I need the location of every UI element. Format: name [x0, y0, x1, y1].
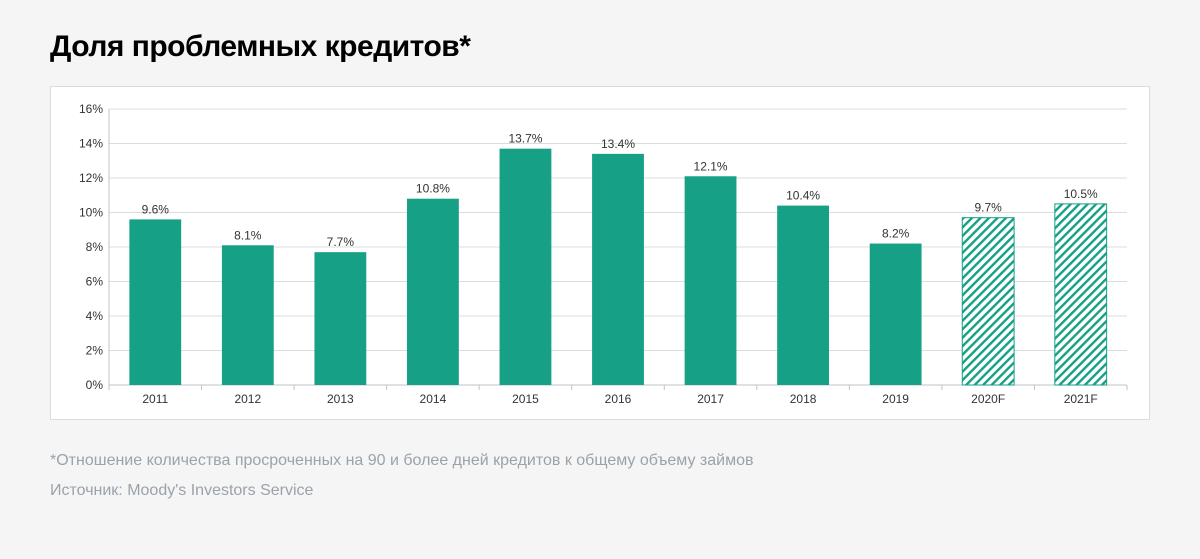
y-tick-label: 4%: [86, 309, 104, 323]
x-tick-label: 2019: [882, 392, 909, 406]
x-tick-label: 2012: [234, 392, 261, 406]
y-tick-label: 0%: [86, 378, 104, 392]
bar: [685, 176, 737, 385]
bar-chart: 0% 2% 4% 6% 8% 10% 12% 14% 16% 9.6% 2011 8.1% 2012 7.…: [69, 101, 1131, 411]
bar-value-label: 9.6%: [142, 202, 170, 216]
x-tick-label: 2016: [605, 392, 632, 406]
bar: [222, 245, 274, 385]
bar: [129, 219, 181, 385]
bar-value-label: 8.2%: [882, 227, 910, 241]
bar-value-label: 10.8%: [416, 182, 450, 196]
y-tick-label: 12%: [79, 171, 103, 185]
x-tick-label: 2015: [512, 392, 539, 406]
x-tick-label: 2021F: [1064, 392, 1098, 406]
x-tick-label: 2011: [142, 392, 168, 406]
source-text: Источник: Moody's Investors Service: [50, 476, 1150, 506]
bar: [314, 252, 366, 385]
x-tick-label: 2013: [327, 392, 354, 406]
bar-value-label: 12.1%: [694, 159, 728, 173]
x-tick-label: 2017: [697, 392, 724, 406]
y-tick-label: 14%: [79, 137, 103, 151]
bar-value-label: 8.1%: [234, 228, 262, 242]
bar: [500, 149, 552, 385]
bar: [407, 199, 459, 385]
bar: [1055, 204, 1107, 385]
bar-value-label: 9.7%: [975, 201, 1003, 215]
y-tick-label: 2%: [86, 344, 104, 358]
footnotes: *Отношение количества просроченных на 90…: [50, 446, 1150, 507]
chart-container: 0% 2% 4% 6% 8% 10% 12% 14% 16% 9.6% 2011 8.1% 2012 7.…: [50, 86, 1150, 420]
y-tick-label: 16%: [79, 102, 103, 116]
bar-value-label: 10.5%: [1064, 187, 1098, 201]
bar-value-label: 13.7%: [508, 132, 542, 146]
x-tick-label: 2014: [420, 392, 447, 406]
bar: [962, 218, 1014, 385]
y-tick-label: 8%: [86, 240, 104, 254]
bar-value-label: 13.4%: [601, 137, 635, 151]
footnote-text: *Отношение количества просроченных на 90…: [50, 446, 1150, 476]
chart-title: Доля проблемных кредитов*: [50, 30, 1150, 64]
y-tick-label: 6%: [86, 275, 104, 289]
bar-value-label: 7.7%: [327, 235, 355, 249]
x-tick-label: 2018: [790, 392, 817, 406]
bar-value-label: 10.4%: [786, 189, 820, 203]
y-tick-label: 10%: [79, 206, 103, 220]
bar: [592, 154, 644, 385]
x-tick-label: 2020F: [971, 392, 1005, 406]
bar: [870, 244, 922, 385]
bar: [777, 206, 829, 385]
